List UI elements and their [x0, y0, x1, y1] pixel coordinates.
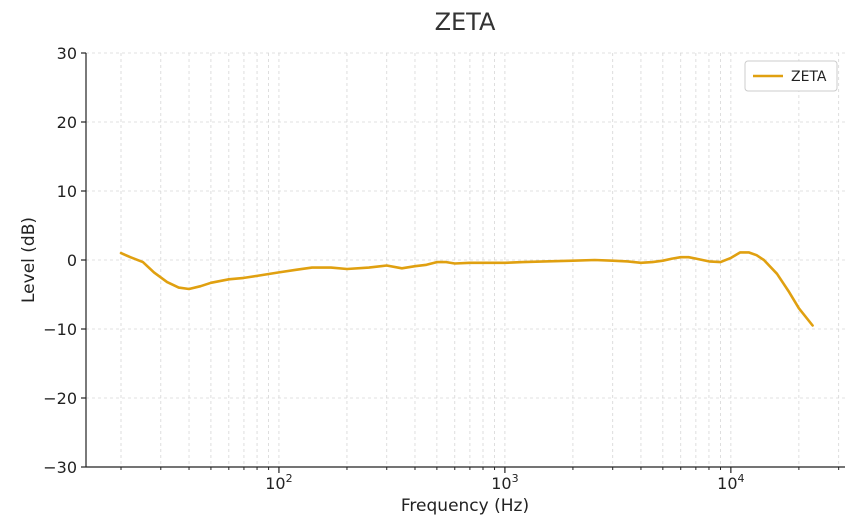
- y-tick-label: −20: [43, 389, 77, 408]
- y-tick-label: 10: [57, 182, 77, 201]
- y-tick-label: −10: [43, 320, 77, 339]
- y-tick-label: −30: [43, 458, 77, 477]
- y-tick-label: 20: [57, 113, 77, 132]
- legend-label: ZETA: [791, 69, 827, 85]
- tick-labels: −30 −20 −10 0 10 20 30 102 103 104: [43, 44, 744, 493]
- x-tick-label: 104: [717, 472, 744, 493]
- chart-title: ZETA: [435, 8, 496, 36]
- y-tick-label: 0: [67, 251, 77, 270]
- series-lines: [119, 251, 814, 327]
- series-line-0: [119, 251, 814, 327]
- legend: ZETA: [744, 60, 838, 92]
- x-tick-label: 102: [265, 472, 292, 493]
- axes: [81, 52, 845, 473]
- legend-box: [744, 60, 838, 92]
- x-axis-label: Frequency (Hz): [401, 496, 529, 516]
- y-axis-label: Level (dB): [19, 217, 39, 303]
- x-tick-label: 103: [491, 472, 518, 493]
- y-tick-label: 30: [57, 44, 77, 63]
